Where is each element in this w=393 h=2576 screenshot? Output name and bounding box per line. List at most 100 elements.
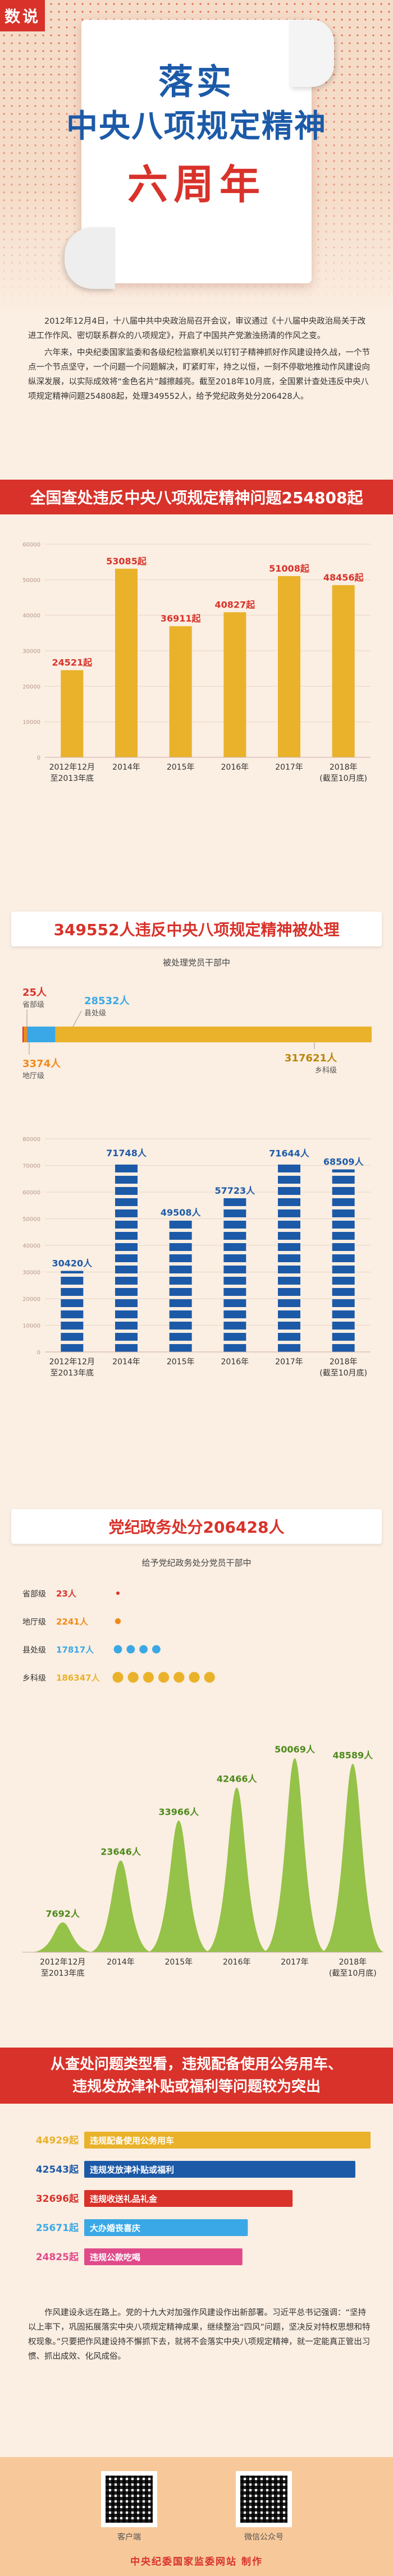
qr-code-client[interactable] — [101, 2471, 157, 2527]
y-tick-label: 20000 — [22, 1296, 40, 1303]
value-dot — [143, 1672, 154, 1683]
bar-segment — [223, 1322, 246, 1330]
bar — [84, 2248, 243, 2265]
section4-title-line-2: 违规发放津补贴或福利等问题较为突出 — [72, 2078, 321, 2095]
peak-area — [147, 1820, 211, 1952]
bar-segment — [169, 1333, 192, 1341]
x-tick-label: 2012年12月 — [40, 1958, 85, 1967]
bar-segment — [61, 1333, 84, 1341]
data-label: 53085起 — [106, 556, 147, 567]
bar-segment — [169, 1277, 192, 1285]
stack-segment — [55, 1027, 372, 1042]
x-tick-label: 2012年12月 — [49, 1358, 95, 1367]
x-tick-label: 2015年 — [165, 1958, 193, 1967]
chart-persons-by-year: 0 10000 20000 30000 40000 50000 60000 70000 8000… — [22, 1137, 371, 1378]
x-tick-label: 2017年 — [275, 1358, 303, 1367]
bar-segment — [169, 1322, 192, 1330]
category-label: 乡科级 — [22, 1674, 46, 1683]
outro-paragraph: 作风建设永远在路上。党的十九大对加强作风建设作出新部署。习近平总书记强调：“坚持… — [28, 2308, 371, 2361]
bar-segment — [223, 1266, 246, 1273]
y-tick-label: 0 — [37, 1350, 40, 1356]
bar-segment — [223, 1344, 246, 1352]
bar-segment — [115, 1243, 138, 1251]
bar — [332, 585, 355, 757]
bar-segment — [332, 1310, 355, 1318]
x-tick-label: 2014年 — [107, 1958, 135, 1967]
peak-area — [89, 1860, 153, 1952]
qr-icon — [106, 2476, 153, 2523]
category-label: 省部级 — [22, 1590, 46, 1599]
stack-segment — [24, 1027, 27, 1042]
bar-segment — [223, 1243, 246, 1251]
bar-segment — [278, 1232, 300, 1240]
bar-segment — [278, 1187, 300, 1195]
bar-segment — [223, 1198, 246, 1206]
bar — [61, 670, 84, 757]
bar-segment — [332, 1277, 355, 1285]
segment-value-label: 3374人 — [22, 1058, 61, 1070]
bar-segment — [115, 1277, 138, 1285]
category-label: 违规配备使用公务用车 — [90, 2136, 174, 2146]
qr-label-wechat: 微信公众号 — [244, 2533, 284, 2542]
value-label: 2241人 — [56, 1617, 89, 1627]
category-label: 县处级 — [22, 1646, 46, 1655]
bar-segment — [115, 1232, 138, 1240]
value-label: 186347人 — [56, 1673, 100, 1683]
segment-name-label: 县处级 — [84, 1009, 106, 1018]
bar-segment — [332, 1288, 355, 1296]
bar-segment — [332, 1221, 355, 1229]
y-tick-label: 50000 — [22, 577, 40, 583]
category-label: 违规收送礼品礼金 — [90, 2194, 158, 2204]
y-tick-label: 10000 — [22, 720, 40, 726]
bar-segment — [169, 1221, 192, 1229]
intro-paragraph-1: 2012年12月4日，十八届中共中央政治局召开会议，审议通过《十八届中央政治局关… — [28, 317, 366, 341]
y-tick-label: 80000 — [22, 1137, 40, 1143]
data-label: 49508人 — [161, 1207, 202, 1218]
peak-area — [30, 1922, 95, 1952]
bar-segment — [115, 1198, 138, 1206]
qr-code-wechat[interactable] — [236, 2471, 292, 2527]
x-tick-label: 2017年 — [281, 1958, 309, 1967]
segment-name-label: 地厅级 — [22, 1072, 44, 1080]
data-label: 71644人 — [269, 1148, 310, 1159]
intro-text: 2012年12月4日，十八届中共中央政治局召开会议，审议通过《十八届中央政治局关… — [28, 314, 371, 406]
bar — [84, 2190, 293, 2207]
bar-segment — [169, 1232, 192, 1240]
category-label: 大办婚丧喜庆 — [90, 2223, 140, 2233]
bar-segment — [61, 1277, 84, 1285]
x-tick-label: 2016年 — [221, 1358, 249, 1367]
bar-segment — [115, 1333, 138, 1341]
value-dot — [116, 1591, 120, 1595]
bar-segment — [169, 1310, 192, 1318]
outro-text: 作风建设永远在路上。党的十九大对加强作风建设作出新部署。习近平总书记强调：“坚持… — [28, 2306, 371, 2364]
bar-segment — [278, 1209, 300, 1217]
y-tick-label: 60000 — [22, 542, 40, 548]
bar — [84, 2132, 371, 2149]
data-label: 51008起 — [269, 563, 310, 574]
segment-value-label: 317621人 — [285, 1052, 337, 1064]
data-label: 7692人 — [45, 1908, 80, 1919]
bar-segment — [169, 1344, 192, 1352]
bar-segment — [278, 1333, 300, 1341]
bar-segment — [223, 1209, 246, 1217]
qr-icon — [240, 2476, 287, 2523]
bar-segment — [278, 1165, 300, 1172]
x-tick-label: 2017年 — [275, 763, 303, 772]
peak-area — [263, 1758, 327, 1952]
value-dot — [158, 1672, 170, 1683]
bar-segment — [332, 1198, 355, 1206]
value-dot — [113, 1645, 122, 1654]
y-tick-label: 50000 — [22, 1217, 40, 1223]
section4-banner: 从查处问题类型看，违规配备使用公务用车、 违规发放津补贴或福利等问题较为突出 — [0, 2048, 393, 2104]
section-tag: 数说 — [0, 0, 45, 31]
section4-title-line-1: 从查处问题类型看，违规配备使用公务用车、 — [50, 2056, 342, 2073]
value-label: 25671起 — [36, 2222, 79, 2234]
bar-segment — [169, 1299, 192, 1307]
x-tick-label: 至2013年底 — [51, 1369, 94, 1378]
bar-segment — [115, 1322, 138, 1330]
bar-segment — [278, 1176, 300, 1184]
bar — [115, 568, 138, 757]
